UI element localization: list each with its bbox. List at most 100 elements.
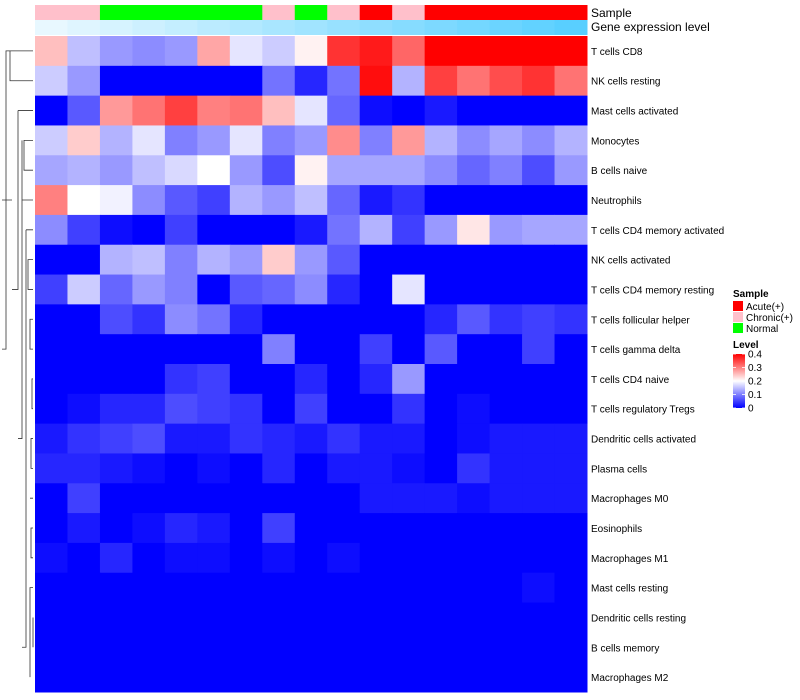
heatmap-cell: [99, 125, 133, 156]
heatmap-cell: [229, 65, 263, 97]
heatmap-cell: [359, 662, 393, 693]
sample-annotation-cell: [359, 5, 393, 20]
heatmap-cell: [67, 453, 101, 484]
heatmap-cell: [327, 95, 361, 126]
heatmap-cell: [522, 662, 556, 693]
heatmap-cell: [35, 244, 68, 276]
annotation-tracks: [35, 5, 588, 35]
sample-annotation-cell: [489, 5, 523, 20]
heatmap-cell: [229, 274, 263, 305]
heatmap-cell: [262, 602, 296, 633]
heatmap-cell: [67, 125, 101, 156]
heatmap-cell: [327, 393, 361, 425]
heatmap-cell: [262, 542, 296, 574]
heatmap-cell: [294, 125, 328, 156]
heatmap-cell: [164, 244, 198, 276]
heatmap-cell: [132, 214, 166, 246]
heatmap-cell: [457, 304, 491, 335]
heatmap-cell: [35, 125, 68, 156]
heatmap-cell: [392, 483, 426, 514]
heatmap-cell: [294, 334, 328, 365]
heatmap-cell: [262, 214, 296, 246]
heatmap-cell: [457, 125, 491, 156]
heatmap-cell: [229, 393, 263, 425]
heatmap-cell: [424, 483, 458, 514]
heatmap-cell: [164, 483, 198, 514]
heatmap-cell: [424, 453, 458, 484]
heatmap-cell: [262, 155, 296, 186]
sample-annotation-cell: [197, 5, 231, 20]
heatmap-cell: [489, 483, 523, 514]
row-label: Monocytes: [591, 136, 639, 147]
sample-annotation-cell: [522, 5, 556, 20]
heatmap-cell: [35, 155, 68, 186]
heatmap-cell: [294, 602, 328, 633]
heatmap-cell: [424, 632, 458, 663]
heatmap-cell: [99, 95, 133, 126]
heatmap-cell: [522, 274, 556, 305]
expression-annotation-cell: [392, 20, 426, 35]
row-label: T cells regulatory Tregs: [591, 405, 695, 416]
heatmap-cell: [99, 453, 133, 484]
heatmap-cell: [262, 125, 296, 156]
heatmap-cell: [554, 453, 588, 484]
heatmap-cell: [262, 334, 296, 365]
heatmap-cell: [489, 214, 523, 246]
heatmap-cell: [424, 274, 458, 305]
heatmap-cell: [67, 364, 101, 395]
row-label: B cells memory: [591, 643, 659, 654]
heatmap-cell: [327, 453, 361, 484]
heatmap-cell: [359, 214, 393, 246]
heatmap-cell: [359, 185, 393, 216]
heatmap-cell: [424, 214, 458, 246]
row-dendrogram: [2, 50, 34, 678]
sample-annotation-cell: [164, 5, 198, 20]
heatmap-cell: [489, 95, 523, 126]
heatmap-cell: [457, 602, 491, 633]
heatmap-cell: [35, 513, 68, 544]
heatmap-cell: [35, 602, 68, 633]
heatmap-cell: [294, 513, 328, 544]
heatmap-cell: [197, 155, 231, 186]
sample-legend-swatch: [733, 323, 743, 333]
heatmap-cell: [489, 65, 523, 97]
heatmap-cell: [392, 65, 426, 97]
heatmap-cell: [489, 334, 523, 365]
heatmap-cell: [294, 364, 328, 395]
heatmap-cell: [522, 423, 556, 454]
heatmap-cell: [164, 36, 198, 67]
heatmap-cell: [392, 125, 426, 156]
heatmap-cell: [67, 244, 101, 276]
sample-legend-title: Sample: [733, 289, 769, 300]
heatmap-cell: [35, 304, 68, 335]
heatmap-cell: [554, 483, 588, 514]
heatmap-cell: [327, 423, 361, 454]
heatmap-cell: [67, 393, 101, 425]
heatmap-cell: [164, 513, 198, 544]
sample-legend-swatch: [733, 312, 743, 322]
heatmap-cell: [67, 632, 101, 663]
heatmap-cell: [132, 483, 166, 514]
expression-annotation-cell: [197, 20, 231, 35]
heatmap-cell: [164, 125, 198, 156]
heatmap-cell: [262, 65, 296, 97]
heatmap-cell: [522, 155, 556, 186]
heatmap-cell: [327, 304, 361, 335]
heatmap-cell: [294, 95, 328, 126]
sample-track-label: Sample: [591, 6, 632, 20]
heatmap-cell: [327, 36, 361, 67]
heatmap-cell: [359, 513, 393, 544]
sample-annotation-cell: [392, 5, 426, 20]
row-label: Neutrophils: [591, 196, 642, 207]
heatmap-cell: [489, 662, 523, 693]
heatmap-cell: [99, 364, 133, 395]
heatmap-cell: [99, 155, 133, 186]
heatmap-cell: [327, 125, 361, 156]
heatmap-cell: [294, 304, 328, 335]
heatmap-cell: [99, 214, 133, 246]
heatmap-cell: [554, 274, 588, 305]
sample-annotation-cell: [294, 5, 328, 20]
row-label: Mast cells resting: [591, 584, 668, 595]
heatmap-cell: [262, 572, 296, 604]
heatmap-cell: [489, 453, 523, 484]
